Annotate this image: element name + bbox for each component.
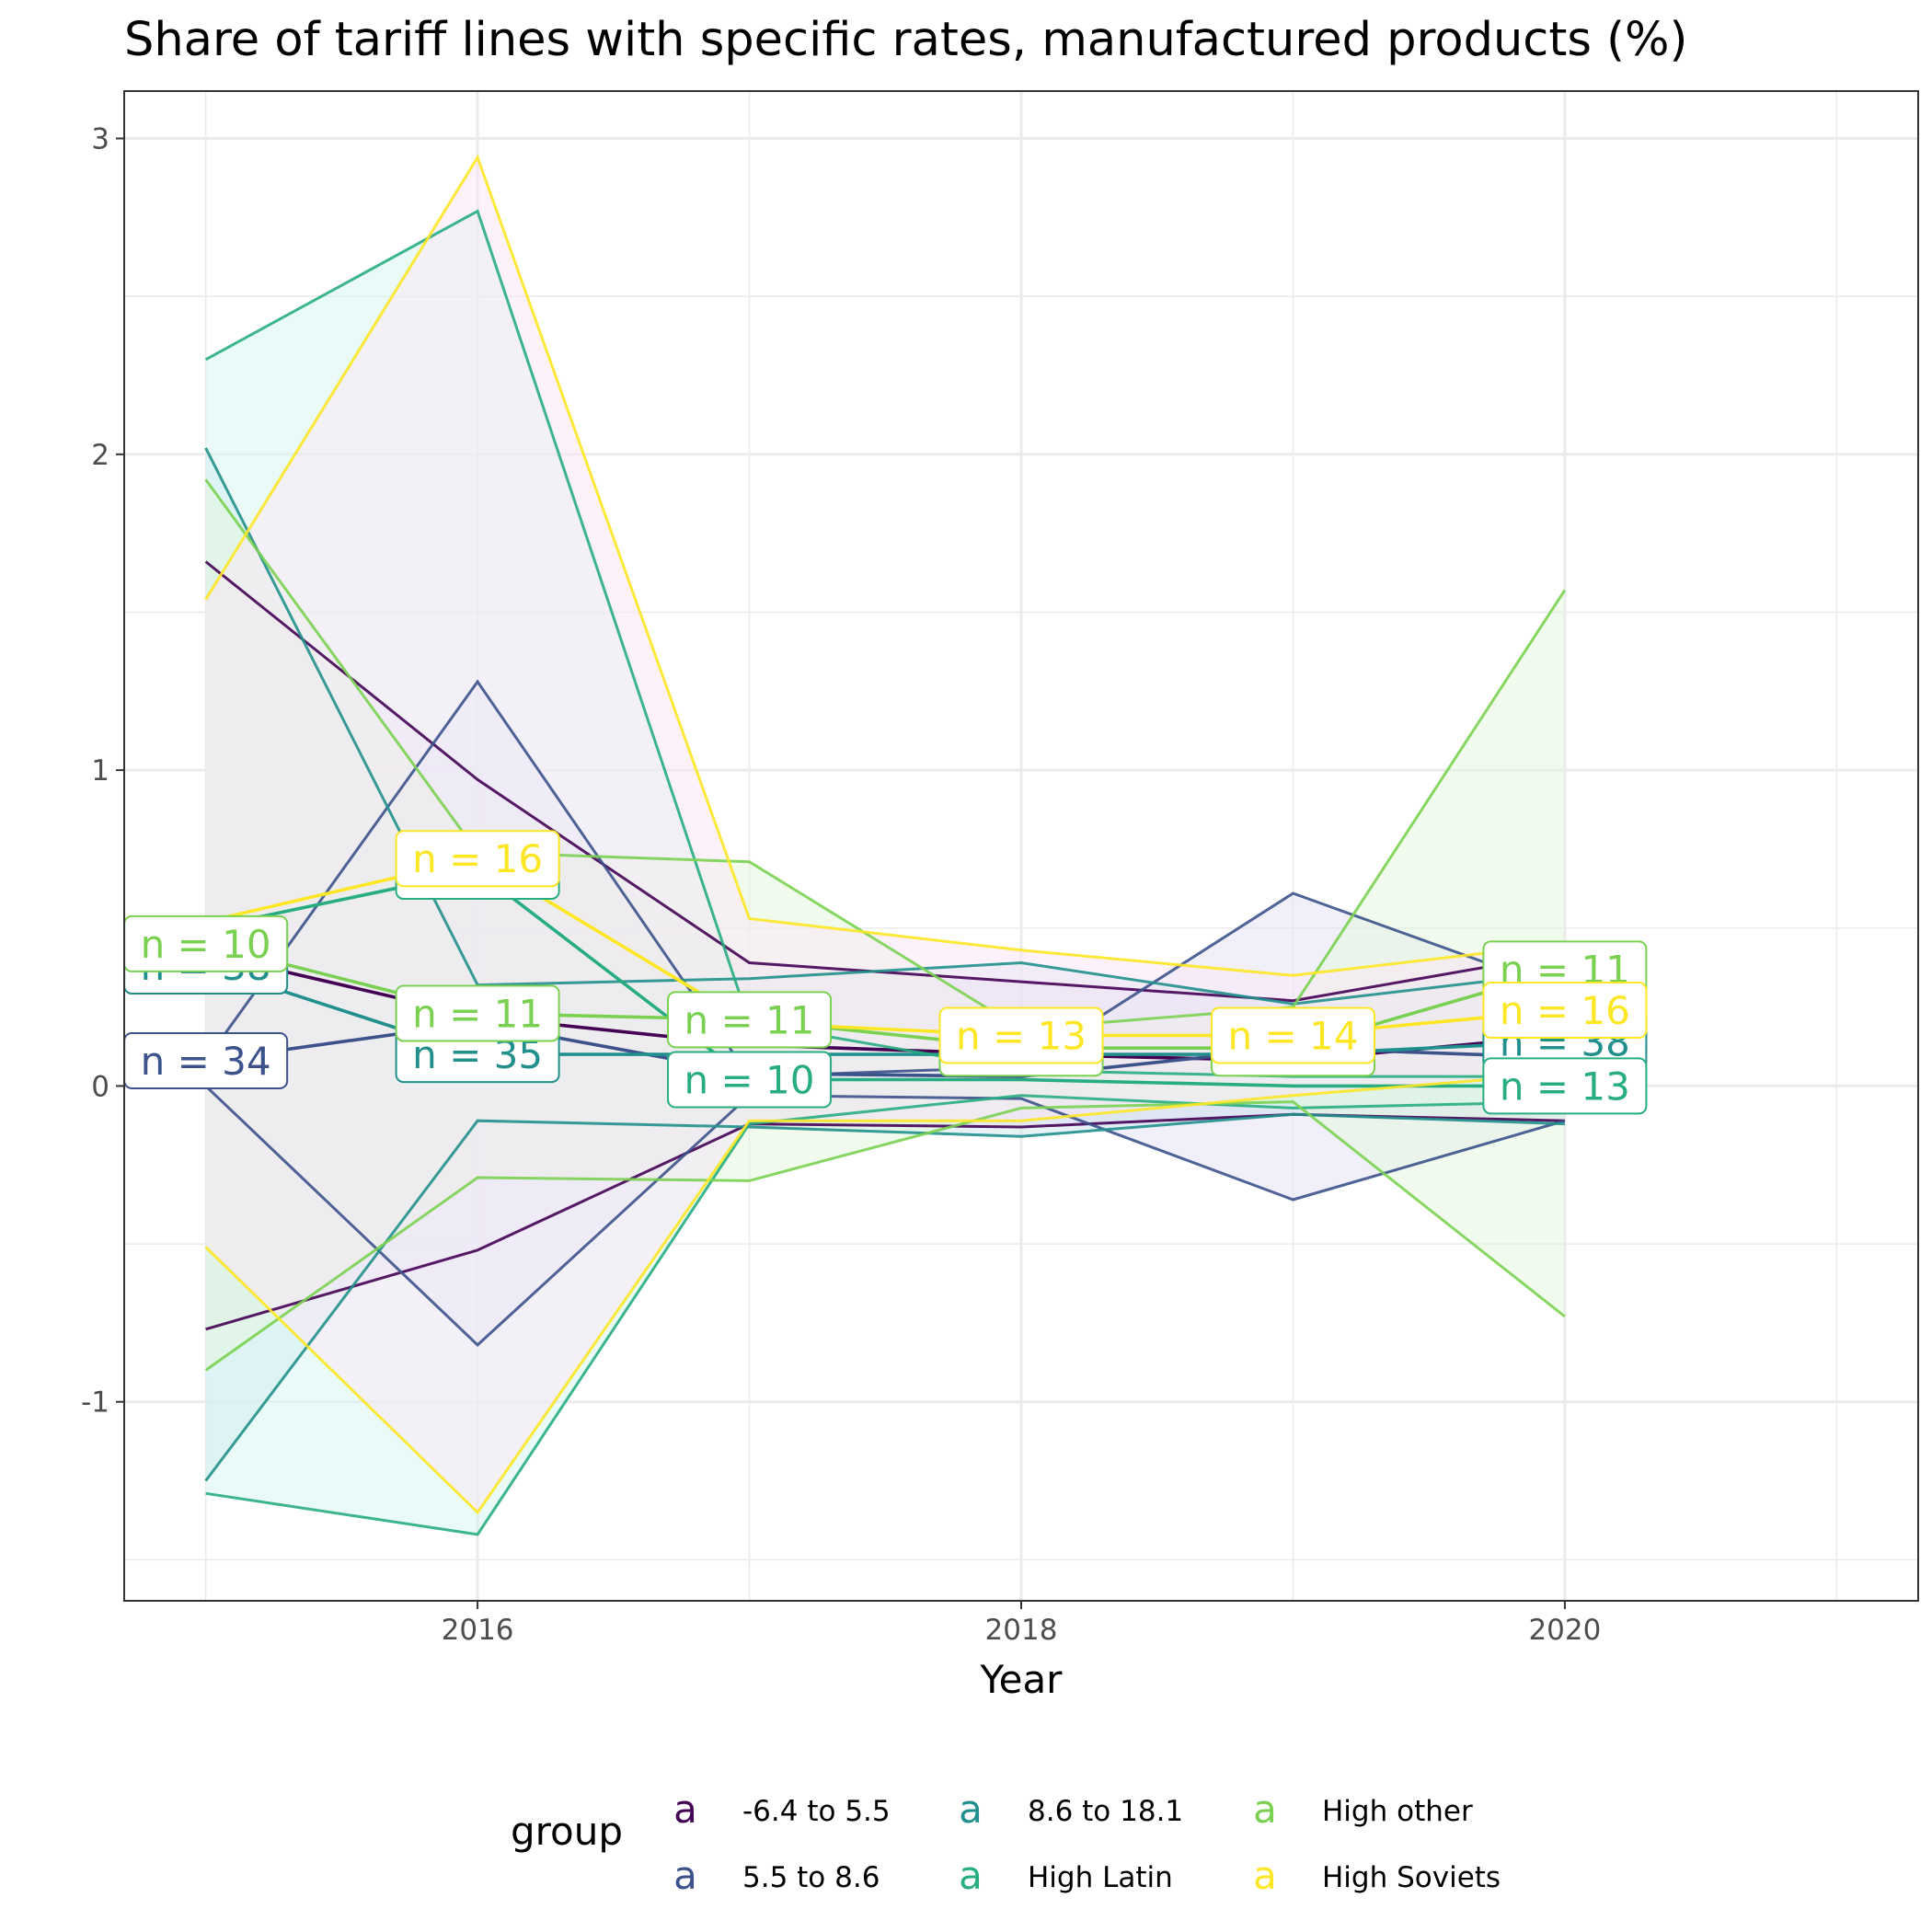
n-label: n = 13 (938, 1006, 1104, 1064)
x-tick-label: 2020 (1528, 1614, 1601, 1647)
legend-label: 5.5 to 8.6 (742, 1861, 880, 1894)
legend-item: a High Soviets (1253, 1853, 1501, 1898)
axes: 2016 2018 2020 -1 0 1 2 3 (81, 122, 1601, 1647)
legend-key-glyph: a (959, 1787, 983, 1832)
n-label: n = 13 (1482, 1057, 1648, 1115)
series-line-upper-high-soviets (204, 154, 1566, 977)
ribbon-high-soviets (205, 157, 1565, 1512)
legend-key-glyph: a (959, 1853, 983, 1898)
x-tick-label: 2018 (985, 1614, 1058, 1647)
n-label-box (1482, 1057, 1648, 1115)
legend: group a -6.4 to 5.5 a 5.5 to 8.6 a 8.6 to 18.… (511, 1787, 1501, 1898)
legend-title: group (511, 1809, 623, 1854)
legend-key-glyph: a (673, 1787, 697, 1832)
y-tick-label: 3 (91, 122, 109, 155)
n-label-text: n = 34 (141, 1039, 271, 1084)
n-label-text: n = 10 (684, 1058, 815, 1103)
legend-item: a 5.5 to 8.6 (673, 1853, 880, 1898)
n-label-text: n = 10 (141, 922, 271, 967)
series-line-upper-5-5-to-8-6 (204, 679, 1566, 1078)
legend-label: High Latin (1028, 1861, 1173, 1894)
legend-item: a High other (1253, 1787, 1473, 1832)
n-label-text: n = 14 (1227, 1013, 1358, 1058)
n-label: n = 11 (395, 984, 560, 1042)
y-tick-label: 0 (91, 1070, 109, 1103)
n-label: n = 11 (667, 991, 833, 1049)
series-line-lower-high-latin (205, 1094, 1565, 1536)
series-line-lower-high-soviets (204, 1072, 1566, 1515)
legend-label: High Soviets (1322, 1861, 1501, 1894)
x-axis-title: Year (980, 1657, 1064, 1702)
n-label: n = 16 (1482, 982, 1648, 1040)
n-label-text: n = 13 (1500, 1064, 1630, 1109)
series-line-upper-high-other (204, 478, 1567, 1031)
legend-item: a -6.4 to 5.5 (673, 1787, 891, 1832)
n-labels: n = 34n = 38n = 35n = 38n = 10n = 10n = … (123, 830, 1648, 1115)
legend-label: 8.6 to 18.1 (1028, 1795, 1183, 1828)
series-line-lower-5-5-to-8-6 (204, 1085, 1566, 1347)
series-line-lower-8-6-to-18-1 (204, 1112, 1565, 1482)
series-line-lower-high-other (204, 1100, 1566, 1372)
n-label: n = 10 (667, 1051, 833, 1109)
n-label-box (395, 984, 560, 1042)
n-label: n = 34 (123, 1031, 289, 1089)
n-label: n = 14 (1210, 1006, 1375, 1064)
y-tick-label: 2 (91, 439, 109, 472)
n-label-box (1210, 1006, 1375, 1064)
n-label-box (938, 1006, 1104, 1064)
n-label-text: n = 16 (1500, 988, 1630, 1033)
n-label-text: n = 13 (956, 1013, 1087, 1058)
chart-title: Share of tariff lines with specific rate… (124, 13, 1687, 67)
legend-key-glyph: a (1253, 1787, 1277, 1832)
n-label-text: n = 11 (684, 997, 815, 1042)
legend-label: -6.4 to 5.5 (742, 1795, 891, 1828)
n-label-box (667, 1051, 833, 1109)
legend-label: High other (1322, 1795, 1473, 1828)
n-label-box (395, 830, 560, 888)
n-label: n = 10 (123, 914, 289, 972)
x-tick-label: 2016 (442, 1614, 514, 1647)
n-label-box (1482, 982, 1648, 1040)
legend-key-glyph: a (1253, 1853, 1277, 1898)
legend-key-glyph: a (673, 1853, 697, 1898)
y-tick-label: 1 (91, 754, 109, 788)
n-label: n = 16 (395, 830, 560, 888)
legend-item: a High Latin (959, 1853, 1173, 1898)
n-label-text: n = 11 (412, 991, 543, 1036)
n-label-text: n = 16 (412, 836, 543, 881)
legend-item: a 8.6 to 18.1 (959, 1787, 1183, 1832)
y-tick-label: -1 (81, 1386, 109, 1420)
n-label-box (667, 991, 833, 1049)
